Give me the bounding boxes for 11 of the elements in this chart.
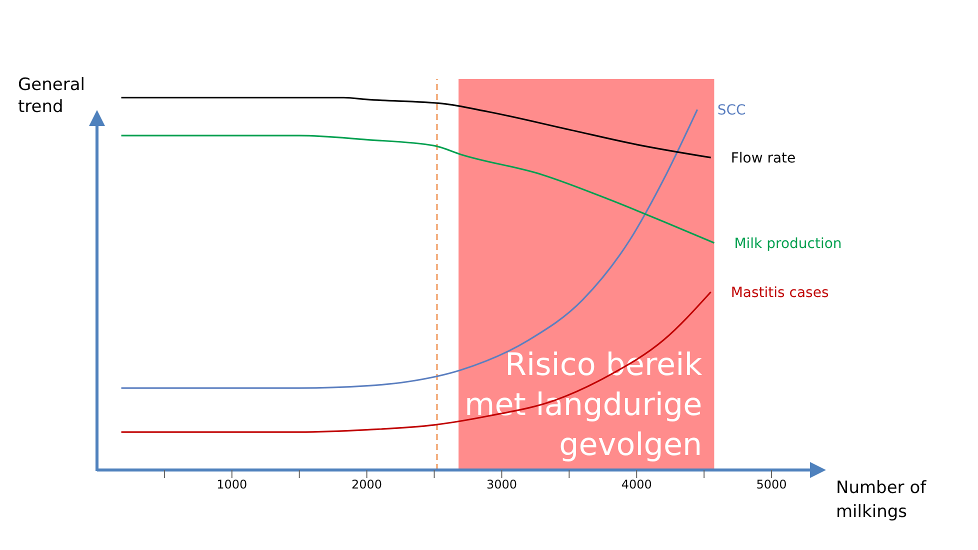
x-tick-label: 4000 (621, 478, 652, 492)
series-label: Flow rate (730, 150, 796, 167)
series-label: SCC (717, 102, 746, 119)
x-tick-label: 1000 (216, 478, 248, 492)
y-axis-title: General trend (18, 75, 85, 117)
series-label: Milk production (734, 236, 842, 252)
x-axis-title: Number of milkings (836, 478, 928, 522)
series-label: Mastitis cases (730, 285, 829, 301)
x-tick-label: 3000 (486, 478, 517, 492)
x-tick-label: 5000 (756, 478, 787, 492)
x-tick-label: 2000 (352, 478, 382, 492)
